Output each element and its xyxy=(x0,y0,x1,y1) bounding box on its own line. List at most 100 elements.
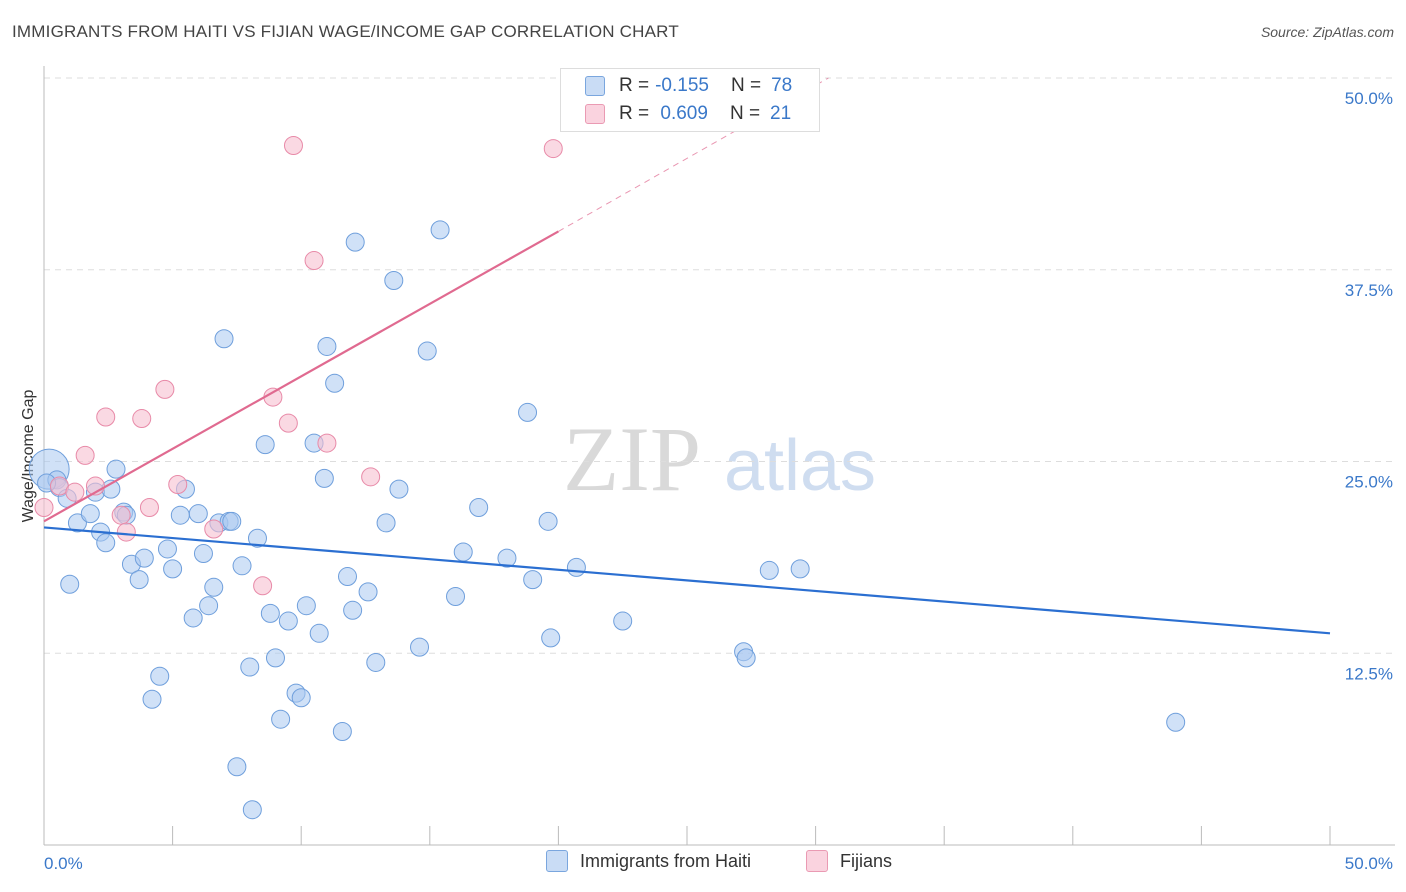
fijians-point xyxy=(155,379,175,399)
source-label: Source: ZipAtlas.com xyxy=(1260,24,1394,40)
haiti-point xyxy=(247,528,267,548)
fijians-point xyxy=(283,135,303,155)
haiti-point xyxy=(389,479,409,499)
haiti-point xyxy=(163,559,183,579)
haiti-point xyxy=(255,435,275,455)
haiti-point xyxy=(384,270,404,290)
r-value: 0.609 xyxy=(655,103,708,124)
haiti-point xyxy=(67,513,87,533)
haiti-point xyxy=(150,666,170,686)
x-tick-label: 0.0% xyxy=(44,854,83,873)
haiti-point xyxy=(1166,712,1186,732)
haiti-point xyxy=(541,628,561,648)
legend-row-fijians: R = 0.609 N = 21 xyxy=(585,101,791,127)
haiti-trend-line xyxy=(43,526,1331,635)
y-axis-label: Wage/Income Gap xyxy=(20,390,37,523)
haiti-point xyxy=(376,513,396,533)
r-value: -0.155 xyxy=(655,75,709,96)
haiti-point xyxy=(271,709,291,729)
haiti-point xyxy=(469,498,489,518)
haiti-point xyxy=(759,560,779,580)
haiti-point xyxy=(317,336,337,356)
legend-swatch-haiti xyxy=(585,76,605,96)
series-legend: Immigrants from Haiti Fijians xyxy=(0,850,1406,880)
haiti-point xyxy=(214,329,234,349)
n-value: 21 xyxy=(770,103,792,124)
fijians-point xyxy=(139,498,159,518)
fijians-point xyxy=(132,409,152,429)
fijians-point xyxy=(65,482,85,502)
haiti-point xyxy=(417,341,437,361)
haiti-point xyxy=(523,570,543,590)
haiti-point xyxy=(106,459,126,479)
haiti-point xyxy=(430,220,450,240)
haiti-point xyxy=(358,582,378,602)
haiti-point xyxy=(240,657,260,677)
haiti-point xyxy=(265,648,285,668)
fijians-point xyxy=(204,519,224,539)
x-tick-label: 50.0% xyxy=(1345,854,1393,873)
haiti-point xyxy=(291,688,311,708)
haiti-point xyxy=(309,623,329,643)
fijians-point xyxy=(34,498,54,518)
haiti-point xyxy=(332,721,352,741)
fijians-point xyxy=(278,413,298,433)
legend-swatch-fijians xyxy=(806,850,828,872)
haiti-point xyxy=(278,611,298,631)
haiti-point xyxy=(736,648,756,668)
haiti-point xyxy=(337,567,357,587)
haiti-point xyxy=(345,232,365,252)
haiti-point xyxy=(80,504,100,524)
fijians-trend-line xyxy=(43,230,559,523)
r-label: R = xyxy=(619,75,650,96)
fijians-point xyxy=(116,522,136,542)
haiti-point xyxy=(199,596,219,616)
y-tick-label: 37.5% xyxy=(1345,281,1393,300)
haiti-point xyxy=(518,402,538,422)
haiti-point xyxy=(325,373,345,393)
legend-swatch-fijians xyxy=(585,104,605,124)
haiti-point xyxy=(183,608,203,628)
haiti-point xyxy=(227,757,247,777)
r-label: R = xyxy=(619,103,650,124)
fijians-point xyxy=(96,407,116,427)
haiti-point xyxy=(232,556,252,576)
haiti-point xyxy=(538,511,558,531)
haiti-point xyxy=(134,548,154,568)
n-label: N = xyxy=(729,103,761,124)
haiti-point xyxy=(142,689,162,709)
legend-item-fijians[interactable]: Fijians xyxy=(806,850,892,872)
legend-row-haiti: R = -0.155 N = 78 xyxy=(585,73,792,99)
haiti-point xyxy=(193,544,213,564)
fijians-point xyxy=(317,433,337,453)
haiti-point xyxy=(242,800,262,820)
haiti-point xyxy=(157,539,177,559)
haiti-point xyxy=(410,637,430,657)
n-value: 78 xyxy=(771,75,793,96)
haiti-point xyxy=(96,533,116,553)
y-tick-label: 25.0% xyxy=(1345,473,1393,492)
fijians-point xyxy=(75,445,95,465)
haiti-point xyxy=(497,548,517,568)
haiti-point xyxy=(453,542,473,562)
watermark-zip: ZIP xyxy=(563,408,701,510)
haiti-point xyxy=(343,600,363,620)
chart-title: IMMIGRANTS FROM HAITI VS FIJIAN WAGE/INC… xyxy=(12,22,679,41)
legend-label-haiti: Immigrants from Haiti xyxy=(580,850,752,871)
haiti-point xyxy=(129,570,149,590)
haiti-point xyxy=(188,504,208,524)
haiti-point xyxy=(260,603,280,623)
fijians-point xyxy=(168,475,188,495)
y-tick-label: 50.0% xyxy=(1345,89,1393,108)
haiti-point xyxy=(566,557,586,577)
haiti-point xyxy=(222,511,242,531)
fijians-point xyxy=(111,505,131,525)
haiti-point xyxy=(613,611,633,631)
haiti-point xyxy=(296,596,316,616)
haiti-point xyxy=(170,505,190,525)
haiti-point xyxy=(366,652,386,672)
legend-item-haiti[interactable]: Immigrants from Haiti xyxy=(546,850,751,872)
fijians-point xyxy=(304,251,324,271)
legend-swatch-haiti xyxy=(546,850,568,872)
